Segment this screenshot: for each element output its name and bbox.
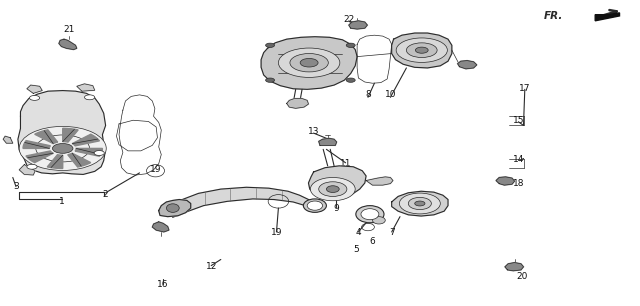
Text: 9: 9: [333, 203, 339, 213]
Ellipse shape: [300, 58, 318, 67]
Ellipse shape: [27, 164, 37, 169]
Text: 3: 3: [13, 182, 19, 191]
Ellipse shape: [29, 95, 40, 100]
Ellipse shape: [303, 199, 326, 212]
Polygon shape: [23, 140, 51, 148]
Polygon shape: [26, 151, 53, 162]
Ellipse shape: [52, 144, 73, 153]
Text: 7: 7: [389, 228, 394, 237]
Polygon shape: [308, 166, 366, 197]
Polygon shape: [63, 128, 78, 142]
Ellipse shape: [361, 209, 379, 220]
Ellipse shape: [326, 186, 339, 192]
Ellipse shape: [346, 43, 355, 47]
Ellipse shape: [372, 217, 385, 224]
Text: FR.: FR.: [544, 11, 563, 21]
Text: 22: 22: [343, 15, 355, 24]
Ellipse shape: [94, 151, 104, 155]
Polygon shape: [287, 99, 308, 108]
Polygon shape: [505, 263, 524, 271]
Text: 19: 19: [150, 165, 161, 174]
Text: 13: 13: [308, 127, 319, 136]
Polygon shape: [18, 91, 106, 174]
Ellipse shape: [408, 197, 431, 210]
Polygon shape: [366, 177, 393, 185]
Text: 18: 18: [513, 179, 524, 188]
Polygon shape: [72, 134, 99, 146]
Text: 16: 16: [157, 280, 169, 289]
Polygon shape: [392, 191, 448, 216]
Polygon shape: [173, 187, 316, 217]
Ellipse shape: [19, 126, 106, 170]
Polygon shape: [159, 200, 191, 217]
Ellipse shape: [266, 43, 275, 47]
Ellipse shape: [266, 78, 275, 82]
Polygon shape: [35, 130, 58, 144]
Ellipse shape: [319, 182, 347, 196]
Text: 14: 14: [513, 155, 524, 164]
Text: 15: 15: [513, 116, 524, 125]
Text: 11: 11: [340, 159, 351, 168]
Polygon shape: [595, 13, 620, 21]
Polygon shape: [27, 85, 42, 93]
Polygon shape: [392, 33, 452, 68]
Polygon shape: [319, 138, 337, 145]
Ellipse shape: [290, 54, 328, 72]
Ellipse shape: [166, 204, 179, 212]
Polygon shape: [261, 37, 357, 89]
Ellipse shape: [307, 201, 323, 210]
Polygon shape: [3, 136, 13, 143]
Ellipse shape: [310, 177, 355, 201]
Text: 5: 5: [354, 245, 359, 254]
Polygon shape: [68, 153, 91, 167]
Text: 12: 12: [205, 262, 217, 271]
Ellipse shape: [396, 38, 447, 62]
Ellipse shape: [415, 47, 428, 53]
Ellipse shape: [399, 193, 440, 214]
Ellipse shape: [415, 201, 425, 206]
Text: 21: 21: [63, 24, 75, 34]
Polygon shape: [47, 155, 63, 169]
Text: 17: 17: [519, 84, 531, 93]
Text: 2: 2: [103, 190, 108, 199]
Text: 4: 4: [356, 228, 361, 237]
Text: 1: 1: [60, 197, 65, 207]
Text: 6: 6: [370, 237, 375, 246]
Polygon shape: [349, 21, 367, 29]
Polygon shape: [458, 61, 477, 69]
Text: 20: 20: [516, 272, 527, 282]
Polygon shape: [19, 165, 35, 175]
Ellipse shape: [346, 78, 355, 82]
Polygon shape: [152, 222, 169, 232]
Polygon shape: [77, 84, 95, 91]
Text: 19: 19: [271, 228, 282, 237]
Polygon shape: [59, 39, 77, 50]
Polygon shape: [75, 148, 102, 156]
Text: 8: 8: [365, 90, 371, 99]
Ellipse shape: [406, 43, 437, 58]
Ellipse shape: [278, 48, 340, 77]
Ellipse shape: [84, 95, 95, 100]
Ellipse shape: [356, 206, 384, 223]
Polygon shape: [496, 177, 515, 185]
Text: 10: 10: [385, 90, 396, 99]
